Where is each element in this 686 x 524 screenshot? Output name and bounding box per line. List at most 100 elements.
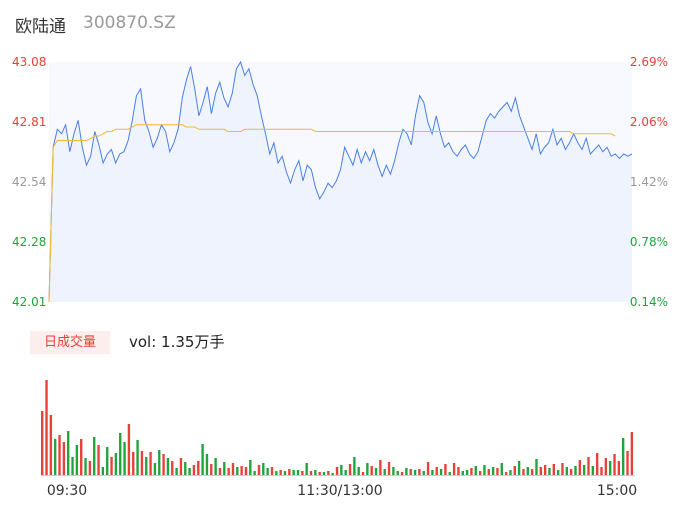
- percent-axis-tick-label: 2.06%: [630, 115, 668, 129]
- price-axis-tick-label: 42.81: [12, 115, 46, 129]
- volume-bar: [556, 470, 560, 475]
- volume-bar: [236, 467, 239, 475]
- volume-bar: [587, 457, 590, 475]
- volume-bar: [123, 442, 126, 475]
- volume-bar: [630, 432, 634, 475]
- volume-bar: [166, 458, 170, 475]
- volume-bar: [309, 471, 313, 475]
- volume-bar: [517, 461, 521, 475]
- volume-bar: [171, 461, 174, 475]
- volume-bar: [353, 457, 356, 475]
- volume-bar: [344, 470, 347, 475]
- volume-bar: [62, 442, 66, 475]
- volume-bar: [539, 467, 542, 475]
- volume-bar: [231, 463, 235, 475]
- volume-bar: [461, 471, 464, 475]
- volume-bar: [595, 453, 599, 475]
- price-axis-tick-label: 42.28: [12, 235, 46, 249]
- volume-bar: [600, 467, 603, 475]
- volume-bar: [218, 468, 222, 475]
- volume-bar: [569, 469, 573, 475]
- volume-bar: [58, 435, 61, 475]
- volume-bar: [201, 444, 204, 475]
- volume-bar: [470, 468, 473, 475]
- volume-bar: [422, 471, 425, 475]
- volume-bar: [348, 464, 352, 475]
- volume-bar: [530, 469, 534, 475]
- volume-bar: [88, 461, 92, 475]
- volume-bar: [604, 458, 608, 475]
- volume-bar: [318, 472, 321, 475]
- volume-bar: [227, 468, 230, 475]
- volume-bar: [504, 472, 508, 475]
- volume-bar: [149, 452, 152, 475]
- price-axis-tick-label: 42.01: [12, 295, 46, 309]
- volume-bar: [396, 471, 399, 475]
- volume-bar: [331, 473, 334, 475]
- volume-bar: [45, 380, 48, 475]
- volume-bar: [452, 463, 456, 475]
- volume-bar: [210, 464, 213, 475]
- volume-bar: [114, 453, 118, 475]
- volume-bar: [439, 469, 443, 475]
- volume-bar: [335, 467, 339, 475]
- percent-axis-tick-label: 0.78%: [630, 235, 668, 249]
- volume-bar: [136, 440, 139, 475]
- average-price-line: [48, 124, 616, 303]
- volume-bar: [374, 468, 378, 475]
- volume-bar: [426, 462, 430, 475]
- volume-bar: [253, 471, 256, 475]
- volume-bar: [500, 463, 503, 475]
- volume-bar: [392, 467, 395, 475]
- volume-bar: [379, 460, 382, 475]
- volume-bar: [561, 463, 564, 475]
- volume-bar: [305, 463, 308, 475]
- volume-bar: [483, 465, 486, 475]
- volume-bar: [84, 458, 87, 475]
- volume-bar: [357, 467, 360, 475]
- volume-bar: [621, 438, 625, 475]
- volume-badge: 日成交量: [30, 331, 110, 354]
- volume-bar: [626, 451, 629, 475]
- volume-bar: [487, 469, 490, 475]
- volume-bar: [270, 467, 274, 475]
- volume-bar: [613, 454, 616, 475]
- volume-bar: [582, 465, 586, 475]
- volume-bar: [522, 469, 525, 475]
- volume-bar: [383, 469, 386, 475]
- volume-bar: [97, 445, 100, 475]
- volume-bar: [535, 459, 538, 475]
- volume-bar: [140, 451, 144, 475]
- volume-bar: [127, 424, 131, 475]
- volume-bar: [413, 470, 417, 475]
- volume-bar: [119, 433, 122, 475]
- volume-bar: [197, 461, 200, 475]
- volume-bar: [192, 465, 196, 475]
- volume-bar: [474, 466, 477, 475]
- volume-bar: [608, 461, 612, 475]
- volume-bar: [591, 466, 595, 475]
- volume-bar: [106, 447, 109, 475]
- volume-bar: [548, 468, 551, 475]
- time-axis-tick-label: 11:30/13:00: [297, 483, 382, 499]
- volume-bar: [496, 468, 499, 475]
- volume-bar: [509, 470, 512, 475]
- volume-bar: [205, 454, 209, 475]
- volume-bar: [366, 463, 369, 475]
- price-line: [48, 60, 633, 303]
- volume-bar: [184, 462, 187, 475]
- time-axis-tick-label: 09:30: [47, 483, 87, 499]
- volume-bar: [387, 462, 391, 475]
- volume-bar: [296, 470, 300, 475]
- volume-bar: [110, 457, 113, 475]
- volume-bar: [526, 467, 529, 475]
- volume-bar: [188, 468, 191, 475]
- stock-name: 欧陆通: [15, 17, 66, 37]
- volume-bar: [71, 457, 74, 475]
- volume-bar: [405, 468, 408, 475]
- volume-bar: [444, 464, 447, 475]
- volume-bar: [552, 464, 555, 475]
- volume-bar: [101, 467, 105, 475]
- price-axis-tick-label: 42.54: [12, 175, 46, 189]
- volume-bar: [491, 467, 495, 475]
